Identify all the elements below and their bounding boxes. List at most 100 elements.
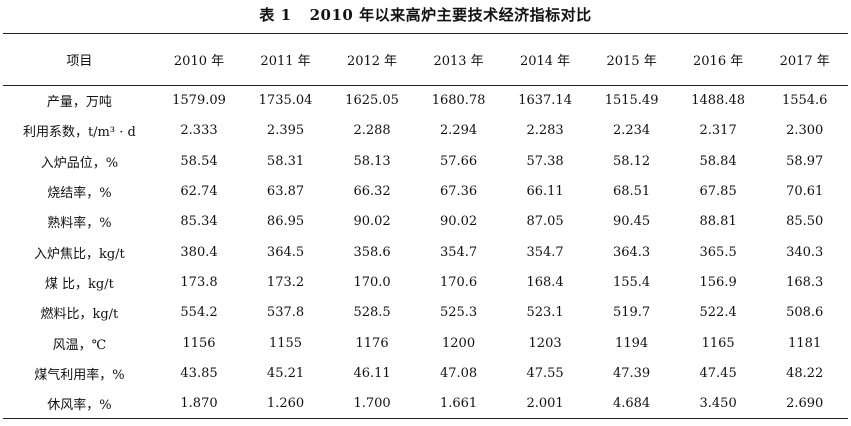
table-row: 煤气利用率，% 43.85 45.21 46.11 47.08 47.55 47.39 47.…: [3, 358, 848, 388]
table-cell: 90.45: [612, 214, 651, 230]
table-row: 煤 比，kg/t 173.8 173.2 170.0 170.6 168.4 155.4 15…: [3, 267, 848, 297]
table-cell: 364.5: [266, 244, 305, 260]
table-cell: 58.13: [353, 153, 391, 169]
table-row: 入炉焦比，kg/t 380.4 364.5 358.6 354.7 354.7 364.3 3…: [3, 237, 848, 267]
table-cell: 90.02: [353, 214, 391, 230]
row-label: 入炉品位，%: [40, 155, 119, 171]
table-cell: 525.3: [439, 305, 478, 321]
table-cell: 90.02: [439, 214, 478, 230]
table-row: 利用系数，t/m³ · d 2.333 2.395 2.288 2.294 2.283 2.…: [3, 116, 848, 146]
table-cell: 2.333: [180, 123, 218, 139]
table-cell: 522.4: [699, 305, 737, 321]
table-row: 熟料率，% 85.34 86.95 90.02 90.02 87.05 90.45 88.81…: [3, 207, 848, 237]
table-cell: 1165: [701, 335, 735, 351]
table-cell: 3.450: [674, 388, 762, 420]
table-cell: 85.50: [786, 214, 824, 230]
table-cell: 168.3: [786, 274, 824, 290]
row-label: 煤 比，kg/t: [44, 276, 114, 292]
table-cell: 170.0: [353, 274, 391, 290]
table-cell: 554.2: [180, 305, 218, 321]
table-cell: 2.001: [501, 388, 589, 420]
table-cell: 2.283: [526, 123, 564, 139]
table-cell: 57.66: [439, 153, 478, 169]
table-cell: 340.3: [786, 244, 824, 260]
table-cell: 519.7: [612, 305, 651, 321]
table-cell: 2.395: [266, 123, 305, 139]
table-cell: 1680.78: [431, 93, 486, 109]
table-cell: 155.4: [612, 274, 651, 290]
table-cell: 62.74: [180, 184, 218, 200]
table-cell: 66.32: [353, 184, 391, 200]
table-cell: 358.6: [353, 244, 391, 260]
header-year: 2010 年: [155, 33, 243, 86]
header-year: 2012 年: [328, 33, 416, 86]
row-label: 利用系数，t/m³ · d: [22, 125, 136, 141]
table-row: 风温，℃ 1156 1155 1176 1200 1203 1194 1165 1181: [3, 328, 848, 358]
table-cell: 63.87: [266, 184, 305, 200]
header-year: 2016 年: [674, 33, 762, 86]
table-cell: 170.6: [439, 274, 478, 290]
table-cell: 1203: [528, 335, 562, 351]
table-cell: 43.85: [180, 365, 218, 381]
table-cell: 57.38: [526, 153, 564, 169]
table-cell: 47.45: [699, 365, 737, 381]
header-year: 2015 年: [588, 33, 675, 86]
table-title: 2010 年以来高炉主要技术经济指标对比: [309, 6, 592, 24]
table-cell: 1554.6: [781, 93, 828, 109]
table-cell: 70.61: [786, 184, 824, 200]
table-cell: 2.690: [761, 388, 848, 420]
table-cell: 2.294: [439, 123, 478, 139]
header-row: 项目 2010 年 2011 年 2012 年 2013 年 2014 年 20…: [3, 33, 848, 86]
table-cell: 1625.05: [345, 93, 399, 109]
row-label: 燃料比，kg/t: [40, 307, 119, 323]
table-cell: 2.288: [353, 123, 391, 139]
table-cell: 523.1: [526, 305, 564, 321]
table-cell: 1.870: [155, 388, 243, 420]
row-label: 烧结率，%: [47, 186, 112, 202]
row-label: 煤气利用率，%: [34, 367, 125, 383]
row-label: 熟料率，%: [47, 216, 112, 232]
table-cell: 88.81: [699, 214, 737, 230]
table-cell: 380.4: [180, 244, 218, 260]
header-year: 2013 年: [415, 33, 502, 86]
table-cell: 48.22: [786, 365, 824, 381]
table-cell: 528.5: [353, 305, 391, 321]
table-body: 产量，万吨 1579.09 1735.04 1625.05 1680.78 1637.14…: [3, 86, 848, 420]
table-cell: 58.12: [612, 153, 651, 169]
table-cell: 1200: [442, 335, 476, 351]
table-cell: 47.08: [439, 365, 478, 381]
table-cell: 354.7: [439, 244, 478, 260]
table-cell: 47.39: [612, 365, 651, 381]
table-row: 产量，万吨 1579.09 1735.04 1625.05 1680.78 1637.14…: [3, 86, 848, 116]
table-cell: 1579.09: [172, 93, 226, 109]
header-year: 2011 年: [242, 33, 329, 86]
table-cell: 508.6: [786, 305, 824, 321]
row-label: 休风率，%: [3, 388, 156, 420]
table-cell: 58.97: [786, 153, 824, 169]
table-cell: 4.684: [588, 388, 675, 420]
table-row: 烧结率，% 62.74 63.87 66.32 67.36 66.11 68.51 67.85…: [3, 176, 848, 206]
table-cell: 58.31: [266, 153, 305, 169]
header-year: 2017 年: [761, 33, 848, 86]
table-cell: 67.36: [439, 184, 478, 200]
table-row: 休风率，% 1.870 1.260 1.700 1.661 2.001 4.684 3.450…: [3, 388, 848, 420]
table-cell: 2.317: [699, 123, 737, 139]
table-cell: 365.5: [699, 244, 737, 260]
table-row: 燃料比，kg/t 554.2 537.8 528.5 525.3 523.1 519.7 52…: [3, 298, 848, 328]
table-cell: 1.260: [242, 388, 329, 420]
table-cell: 58.84: [699, 153, 737, 169]
table-cell: 45.21: [266, 365, 305, 381]
table-cell: 168.4: [526, 274, 564, 290]
table-cell: 67.85: [699, 184, 737, 200]
table-cell: 354.7: [526, 244, 564, 260]
table-cell: 1176: [355, 335, 389, 351]
table-cell: 1194: [615, 335, 649, 351]
header-item: 项目: [3, 33, 156, 86]
table-cell: 68.51: [612, 184, 651, 200]
indicator-table: 项目 2010 年 2011 年 2012 年 2013 年 2014 年 20…: [3, 33, 848, 420]
header-year: 2014 年: [501, 33, 589, 86]
table-cell: 1637.14: [518, 93, 572, 109]
table-cell: 2.234: [612, 123, 651, 139]
table-cell: 87.05: [526, 214, 564, 230]
